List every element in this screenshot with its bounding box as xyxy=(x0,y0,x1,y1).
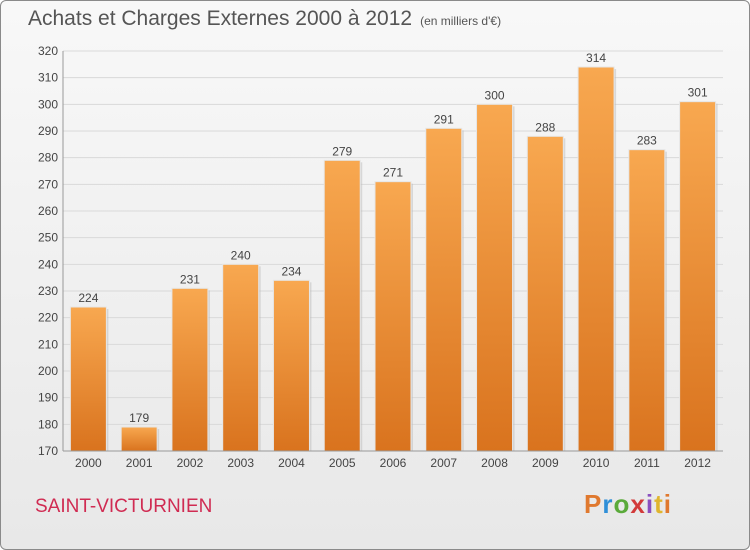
bar xyxy=(171,287,209,452)
x-tick-label: 2006 xyxy=(380,456,407,470)
x-tick-label: 2011 xyxy=(634,456,660,470)
y-tick-label: 220 xyxy=(38,311,58,325)
x-tick-label: 2000 xyxy=(75,456,102,470)
data-label: 300 xyxy=(485,88,505,102)
data-label: 271 xyxy=(383,166,403,180)
data-label: 234 xyxy=(281,264,301,278)
bar xyxy=(222,263,260,452)
data-label: 291 xyxy=(434,112,454,126)
data-label: 231 xyxy=(180,272,200,286)
x-tick-label: 2003 xyxy=(227,456,254,470)
y-tick-label: 180 xyxy=(38,417,58,431)
bar xyxy=(69,306,107,452)
x-tick-label: 2002 xyxy=(177,456,204,470)
data-label: 224 xyxy=(78,291,98,305)
chart-title: Achats et Charges Externes 2000 à 2012 (e… xyxy=(28,7,502,30)
y-tick-label: 310 xyxy=(38,71,58,85)
chart-subtitle: (en milliers d'€) xyxy=(420,14,502,28)
x-tick-label: 2007 xyxy=(430,456,457,470)
y-tick-label: 270 xyxy=(38,177,58,191)
x-tick-label: 2005 xyxy=(329,456,356,470)
bar xyxy=(425,127,463,452)
y-tick-label: 260 xyxy=(38,204,58,218)
bar xyxy=(679,101,717,452)
x-tick-label: 2008 xyxy=(481,456,508,470)
data-label: 314 xyxy=(586,51,606,65)
data-label: 301 xyxy=(688,86,708,100)
bar xyxy=(272,279,310,452)
y-tick-label: 170 xyxy=(38,444,58,458)
bar xyxy=(577,66,615,452)
x-tick-label: 2012 xyxy=(684,456,711,470)
x-tick-label: 2001 xyxy=(126,456,153,470)
x-tick-label: 2009 xyxy=(532,456,559,470)
x-tick-label: 2010 xyxy=(583,456,610,470)
city-name: SAINT-VICTURNIEN xyxy=(35,496,213,517)
data-label: 288 xyxy=(535,120,555,134)
y-tick-label: 240 xyxy=(38,257,58,271)
bar xyxy=(374,181,412,452)
data-label: 240 xyxy=(231,248,251,262)
y-tick-label: 290 xyxy=(38,124,58,138)
data-label: 179 xyxy=(129,411,149,425)
bar xyxy=(323,159,361,452)
y-tick-label: 300 xyxy=(38,97,58,111)
data-label: 279 xyxy=(332,144,352,158)
bar xyxy=(120,426,158,452)
y-tick-label: 190 xyxy=(38,391,58,405)
proxiti-logo: Proxiti xyxy=(584,489,672,519)
x-tick-label: 2004 xyxy=(278,456,305,470)
y-tick-label: 210 xyxy=(38,337,58,351)
y-tick-label: 230 xyxy=(38,284,58,298)
y-tick-label: 200 xyxy=(38,364,58,378)
bar xyxy=(628,149,666,452)
data-label: 283 xyxy=(637,134,657,148)
bar xyxy=(526,135,564,452)
y-tick-label: 250 xyxy=(38,231,58,245)
y-tick-label: 320 xyxy=(38,44,58,58)
y-tick-label: 280 xyxy=(38,151,58,165)
bar xyxy=(476,103,514,452)
